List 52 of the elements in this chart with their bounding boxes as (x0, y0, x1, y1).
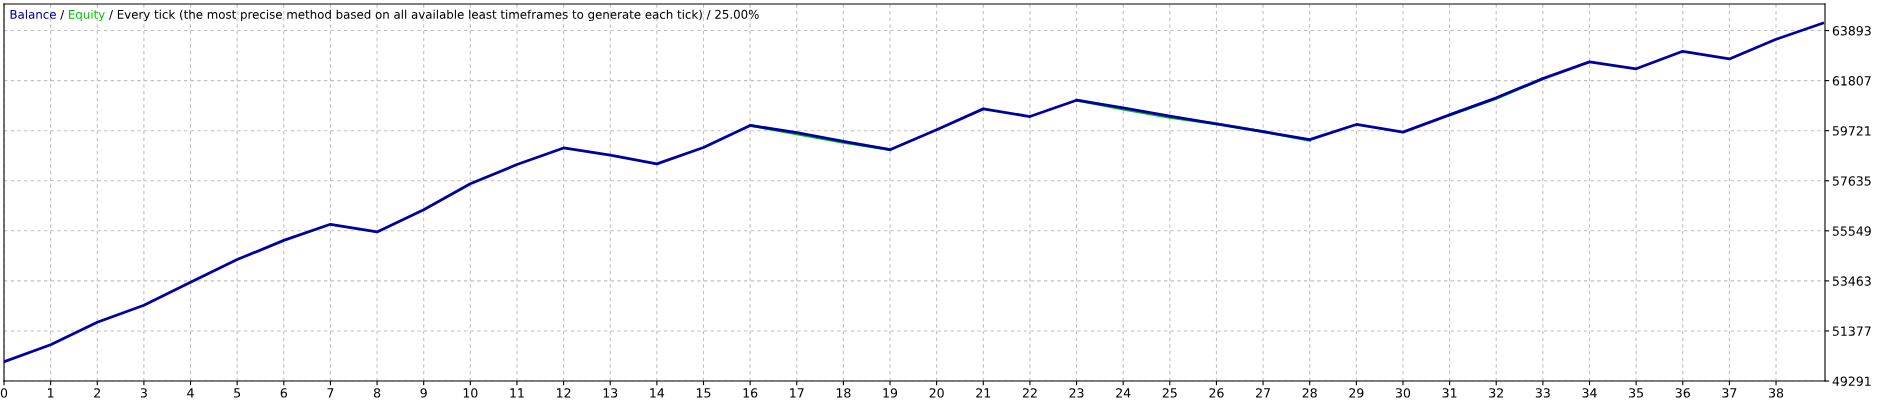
x-tick-label: 21 (976, 388, 991, 398)
x-tick-label: 15 (696, 388, 711, 398)
x-tick-label: 34 (1582, 388, 1597, 398)
y-tick-label: 49291 (1832, 376, 1871, 386)
x-tick-label: 22 (1022, 388, 1037, 398)
x-tick-label: 2 (94, 388, 100, 398)
y-tick-label: 59721 (1832, 126, 1871, 136)
x-tick-label: 4 (187, 388, 194, 398)
text: Balance (10, 9, 56, 19)
x-tick-label: 33 (1535, 388, 1550, 398)
y-tick-label: 61807 (1832, 76, 1871, 86)
x-tick-label: 1 (48, 388, 54, 398)
annotation: / (60, 10, 65, 20)
x-tick-label: 10 (463, 388, 478, 398)
x-tick-label: 19 (883, 388, 898, 398)
y-tick-label: 57635 (1832, 176, 1871, 186)
chart-title: / Every tick (the most precise method based on all available least timeframes to generate each tick) / 25.00% (109, 9, 759, 22)
x-tick-label: 38 (1769, 388, 1784, 398)
x-tick-label: 6 (280, 388, 287, 398)
x-tick-label: 35 (1629, 388, 1643, 398)
x-tick-label: 29 (1349, 388, 1364, 398)
x-tick-label: 27 (1256, 388, 1270, 398)
y-tick-label: 63893 (1832, 26, 1871, 36)
x-tick-label: 8 (373, 388, 381, 398)
x-tick-label: 24 (1116, 388, 1131, 398)
x-tick-label: 0 (0, 388, 8, 398)
x-tick-label: 11 (510, 388, 524, 398)
x-tick-label: 12 (557, 388, 571, 398)
y-tick-label: 53463 (1832, 276, 1871, 286)
x-tick-label: 16 (743, 388, 758, 398)
x-tick-label: 25 (1162, 388, 1177, 398)
y-tick-label: 51377 (1832, 326, 1871, 336)
x-tick-label: 7 (327, 388, 334, 398)
line-series (4, 21, 1825, 364)
x-tick-label: 31 (1442, 388, 1457, 398)
x-tick-label: 18 (836, 388, 851, 398)
x-tick-label: 28 (1302, 388, 1317, 398)
y-tick-label: 55549 (1832, 226, 1871, 236)
x-tick-label: 20 (929, 388, 944, 398)
x-tick-label: 9 (420, 388, 427, 398)
x-tick-label: 26 (1209, 388, 1224, 398)
x-tick-label: 37 (1722, 388, 1737, 398)
text: Equity (69, 9, 105, 22)
x-tick-label: 14 (650, 388, 665, 398)
x-tick-label: 30 (1395, 388, 1411, 398)
x-tick-label: 13 (603, 388, 618, 398)
x-tick-label: 3 (140, 388, 147, 398)
x-tick-label: 5 (234, 388, 241, 398)
x-tick-label: 17 (790, 388, 804, 398)
x-tick-label: 36 (1675, 388, 1690, 398)
x-tick-label: 23 (1069, 388, 1084, 398)
x-tick-label: 32 (1489, 388, 1503, 398)
